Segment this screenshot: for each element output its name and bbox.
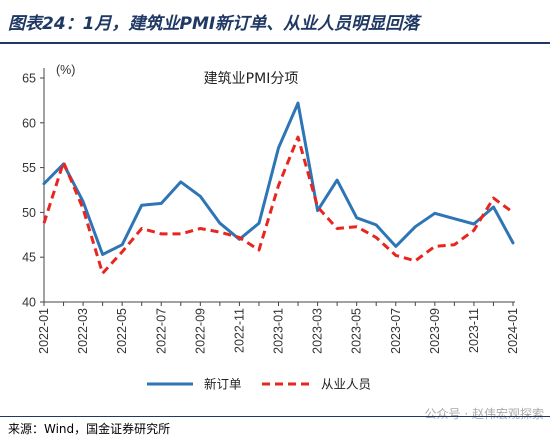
x-tick-label: 2023-03 bbox=[311, 308, 325, 354]
x-tick-label: 2022-09 bbox=[193, 308, 207, 354]
y-tick-label: 60 bbox=[22, 116, 36, 130]
x-tick-label: 2023-05 bbox=[350, 308, 364, 354]
chart-title: 建筑业PMI分项 bbox=[204, 71, 299, 87]
source-note: 来源：Wind，国金证券研究所 bbox=[8, 422, 171, 436]
x-tick-label: 2024-01 bbox=[506, 308, 520, 354]
figure-header: 图表24：1月，建筑业PMI新订单、从业人员明显回落 bbox=[0, 0, 550, 44]
x-tick-label: 2023-01 bbox=[272, 308, 286, 354]
legend-label: 新订单 bbox=[204, 377, 242, 392]
figure-footer: 来源：Wind，国金证券研究所 bbox=[0, 416, 550, 437]
x-tick-label: 2022-11 bbox=[232, 308, 246, 353]
x-tick-label: 2022-01 bbox=[37, 308, 51, 354]
y-tick-label: 40 bbox=[22, 296, 36, 310]
x-tick-label: 2023-09 bbox=[428, 308, 442, 354]
x-tick-label: 2022-05 bbox=[115, 308, 129, 354]
x-tick-label: 2023-07 bbox=[389, 308, 403, 354]
x-tick-label: 2023-11 bbox=[467, 308, 481, 353]
line-chart: 40 45 50 55 60 65 (%) 2022-01 2022-03 2022-05 2022… bbox=[22, 63, 520, 392]
y-tick-label: 45 bbox=[22, 251, 36, 265]
series-line-employment bbox=[42, 135, 514, 275]
y-tick-label: 65 bbox=[22, 72, 36, 86]
x-tick-label: 2022-03 bbox=[76, 308, 90, 354]
figure-title: 图表24：1月，建筑业PMI新订单、从业人员明显回落 bbox=[8, 14, 420, 34]
y-tick-label: 55 bbox=[22, 161, 36, 175]
y-axis-unit-label: (%) bbox=[56, 63, 75, 77]
x-tick-label: 2022-07 bbox=[154, 308, 168, 354]
series-line-new-orders bbox=[42, 101, 515, 256]
legend-label: 从业人员 bbox=[321, 377, 371, 392]
y-tick-label: 50 bbox=[22, 206, 36, 220]
watermark: 公众号 · 赵伟宏观探索 bbox=[424, 407, 544, 421]
